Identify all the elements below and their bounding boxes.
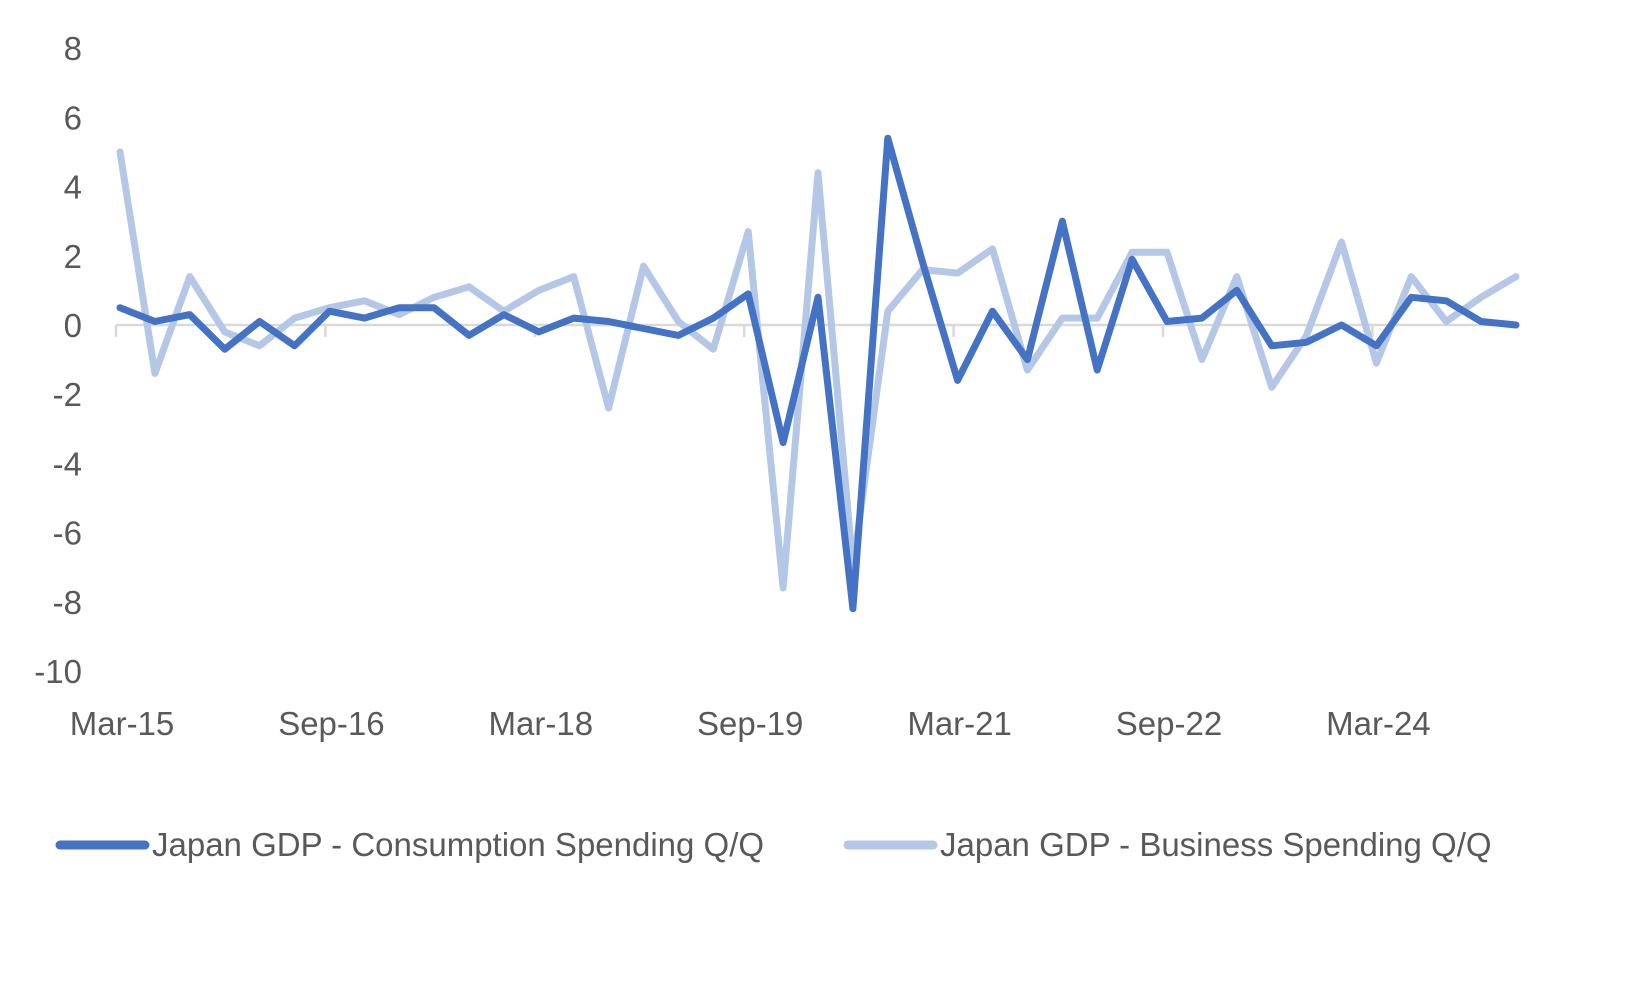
legend-label-business: Japan GDP - Business Spending Q/Q bbox=[940, 826, 1492, 863]
legend-label-consumption: Japan GDP - Consumption Spending Q/Q bbox=[152, 826, 764, 863]
y-tick-label: -10 bbox=[34, 653, 82, 690]
x-tick-label: Mar-18 bbox=[489, 705, 594, 742]
y-axis: 8 6 4 2 0 -2 -4 -6 -8 -10 bbox=[34, 30, 82, 690]
y-tick-label: -2 bbox=[53, 376, 82, 413]
y-tick-label: -8 bbox=[53, 584, 82, 621]
x-tick-label: Mar-24 bbox=[1326, 705, 1431, 742]
y-tick-label: 6 bbox=[64, 99, 82, 136]
legend: Japan GDP - Consumption Spending Q/Q Jap… bbox=[55, 826, 1492, 863]
x-tick-label: Sep-19 bbox=[697, 705, 803, 742]
y-tick-label: 2 bbox=[64, 238, 82, 275]
plot-lines bbox=[116, 134, 1520, 613]
y-tick-label: -4 bbox=[53, 445, 82, 482]
x-tick-label: Mar-15 bbox=[70, 705, 175, 742]
x-axis: Mar-15 Sep-16 Mar-18 Sep-19 Mar-21 Sep-22 Mar-… bbox=[70, 323, 1516, 742]
y-tick-label: 4 bbox=[64, 169, 82, 206]
x-tick-label: Sep-16 bbox=[278, 705, 384, 742]
series-line-consumption bbox=[116, 134, 1520, 613]
x-tick-label: Mar-21 bbox=[907, 705, 1012, 742]
x-tick-label: Sep-22 bbox=[1116, 705, 1222, 742]
series-line-business bbox=[116, 148, 1520, 592]
y-tick-label: 8 bbox=[64, 30, 82, 67]
y-tick-label: 0 bbox=[64, 307, 82, 344]
y-tick-label: -6 bbox=[53, 515, 82, 552]
